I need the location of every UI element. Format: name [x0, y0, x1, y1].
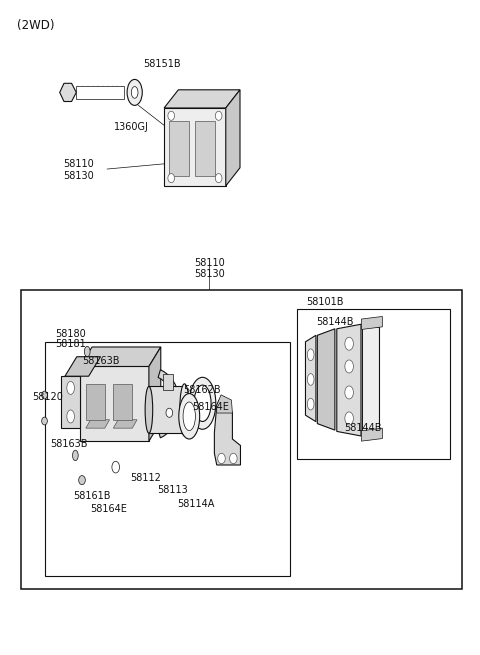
Text: 58162B: 58162B [183, 386, 221, 396]
Bar [163, 374, 173, 390]
Ellipse shape [145, 386, 153, 433]
Ellipse shape [194, 385, 211, 421]
Bar [21, 290, 462, 589]
Ellipse shape [189, 377, 216, 429]
Polygon shape [113, 420, 137, 428]
Polygon shape [337, 324, 361, 436]
Ellipse shape [345, 412, 353, 425]
Ellipse shape [112, 461, 120, 473]
Ellipse shape [307, 398, 314, 410]
Ellipse shape [67, 381, 74, 394]
Ellipse shape [72, 450, 78, 460]
Ellipse shape [79, 476, 85, 485]
Text: 58163B: 58163B [50, 440, 88, 449]
Polygon shape [361, 428, 383, 441]
Ellipse shape [307, 349, 314, 361]
Text: 58101B: 58101B [306, 297, 344, 307]
Polygon shape [164, 108, 226, 186]
Polygon shape [86, 420, 109, 428]
Ellipse shape [67, 410, 74, 423]
Bar [297, 309, 450, 458]
Text: 58151B: 58151B [143, 60, 180, 69]
Text: 58180: 58180 [55, 329, 86, 339]
Polygon shape [361, 316, 383, 329]
Bar [46, 342, 290, 576]
Ellipse shape [179, 394, 200, 439]
Polygon shape [80, 347, 161, 366]
Ellipse shape [180, 384, 189, 436]
Text: 58120: 58120 [32, 392, 63, 402]
Polygon shape [149, 347, 161, 441]
Bar [86, 384, 105, 420]
Ellipse shape [132, 86, 138, 98]
Polygon shape [215, 397, 240, 465]
Polygon shape [217, 395, 232, 413]
Ellipse shape [84, 346, 90, 357]
Ellipse shape [345, 360, 353, 373]
Ellipse shape [216, 111, 222, 121]
Text: 58164E: 58164E [91, 504, 127, 514]
Text: 58112: 58112 [130, 473, 161, 483]
Ellipse shape [216, 174, 222, 183]
Text: 58110: 58110 [194, 257, 225, 267]
Ellipse shape [229, 453, 237, 464]
Polygon shape [65, 357, 100, 376]
Bar [113, 384, 132, 420]
Bar [195, 121, 215, 176]
Text: 58164E: 58164E [192, 402, 229, 412]
Ellipse shape [218, 453, 225, 464]
Text: 58161B: 58161B [73, 491, 110, 501]
Text: 58113: 58113 [157, 485, 188, 495]
Polygon shape [362, 324, 380, 436]
Text: 58114A: 58114A [178, 499, 215, 509]
Ellipse shape [166, 408, 173, 417]
Text: 58144B: 58144B [316, 317, 353, 328]
Text: 58110: 58110 [63, 159, 94, 169]
Polygon shape [317, 329, 335, 430]
Polygon shape [226, 90, 240, 186]
Ellipse shape [307, 373, 314, 385]
Ellipse shape [42, 417, 48, 425]
Text: 58130: 58130 [194, 269, 225, 278]
Ellipse shape [168, 111, 175, 121]
Polygon shape [60, 83, 76, 102]
Polygon shape [164, 90, 240, 108]
Text: 58181: 58181 [55, 339, 86, 349]
Polygon shape [149, 386, 184, 433]
Ellipse shape [127, 79, 142, 105]
Polygon shape [76, 86, 124, 99]
Text: 1360GJ: 1360GJ [114, 122, 149, 132]
Ellipse shape [183, 402, 195, 430]
Text: 58144B: 58144B [344, 423, 382, 433]
Ellipse shape [345, 337, 353, 350]
Ellipse shape [168, 174, 175, 183]
Text: 58130: 58130 [63, 170, 94, 181]
Text: (2WD): (2WD) [17, 19, 55, 32]
Ellipse shape [345, 386, 353, 399]
Polygon shape [80, 366, 149, 441]
Polygon shape [158, 370, 180, 438]
Bar [169, 121, 189, 176]
Ellipse shape [42, 391, 48, 399]
Polygon shape [61, 376, 80, 428]
Polygon shape [305, 335, 316, 422]
Text: 58163B: 58163B [83, 356, 120, 366]
